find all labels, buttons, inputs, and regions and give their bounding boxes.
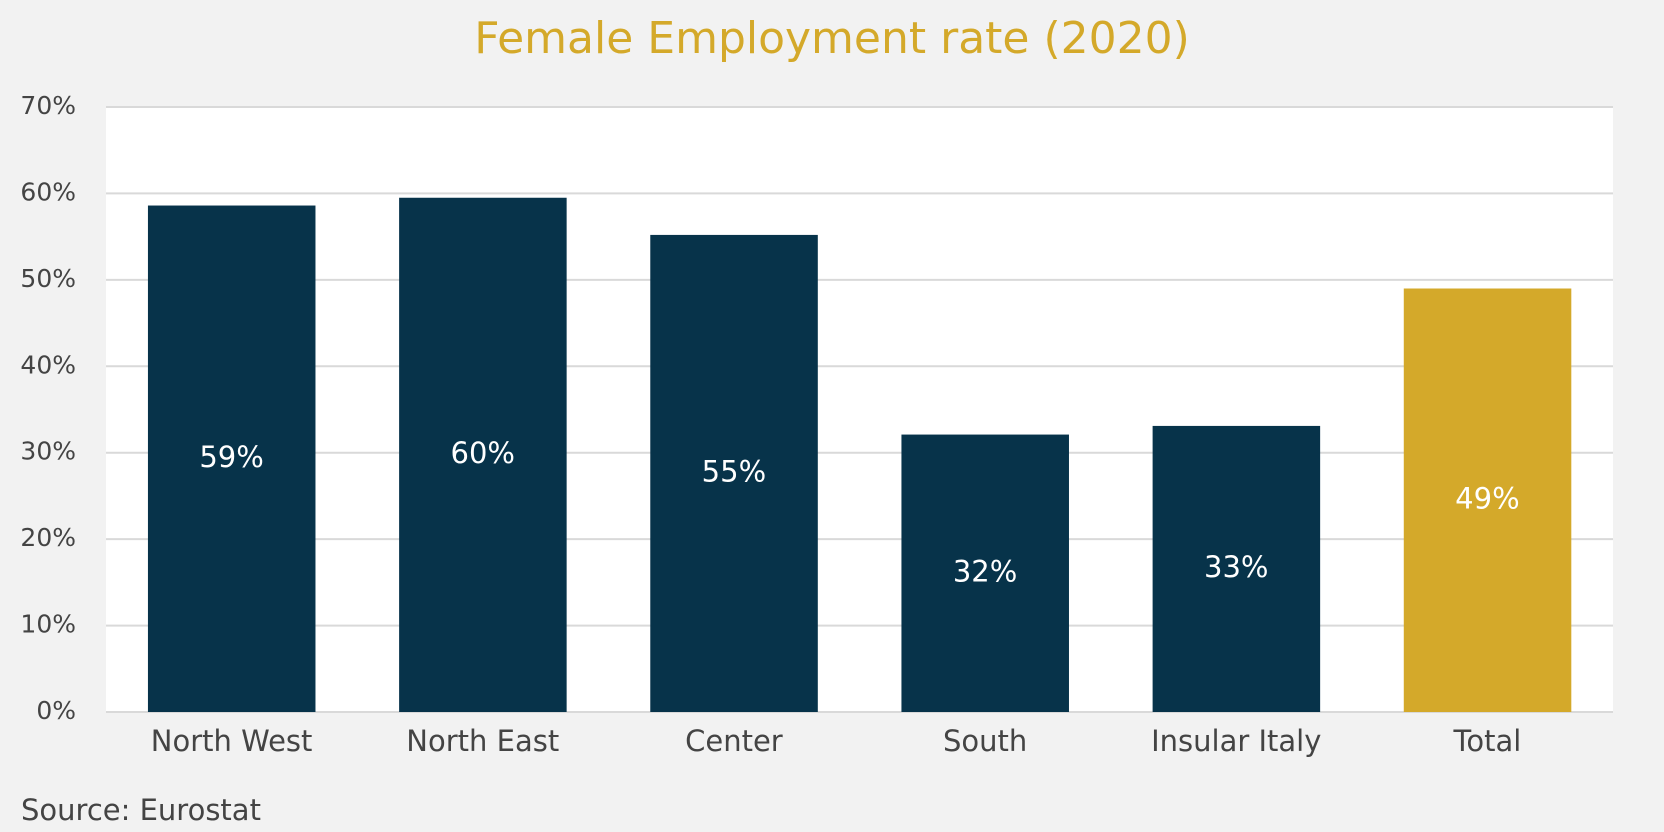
source-note: Source: Eurostat <box>21 793 261 827</box>
chart-title: Female Employment rate (2020) <box>474 13 1190 64</box>
data-label: 32% <box>953 554 1017 588</box>
y-tick-label: 40% <box>20 350 76 379</box>
data-label: 59% <box>199 440 263 474</box>
y-tick-label: 0% <box>36 696 76 725</box>
bar <box>399 197 567 712</box>
data-label: 33% <box>1204 550 1268 584</box>
y-tick-label: 20% <box>20 523 76 552</box>
x-tick-label: Total <box>1453 724 1522 758</box>
y-tick-label: 50% <box>20 264 76 293</box>
data-label: 60% <box>451 436 515 470</box>
x-tick-label: Insular Italy <box>1151 724 1321 758</box>
bar <box>650 234 818 712</box>
y-tick-label: 60% <box>20 177 76 206</box>
y-tick-label: 10% <box>20 610 76 639</box>
bar <box>1403 288 1572 712</box>
x-tick-label: South <box>943 724 1027 758</box>
data-label: 55% <box>702 454 766 488</box>
y-tick-label: 30% <box>20 437 76 466</box>
bar <box>147 205 316 712</box>
bar <box>901 434 1069 712</box>
bar <box>1152 425 1321 712</box>
x-tick-label: North East <box>406 724 559 758</box>
data-label: 49% <box>1455 481 1519 515</box>
x-tick-label: Center <box>685 724 783 758</box>
y-tick-label: 70% <box>20 91 76 120</box>
x-tick-label: North West <box>151 724 313 758</box>
plot-area <box>106 107 1613 712</box>
